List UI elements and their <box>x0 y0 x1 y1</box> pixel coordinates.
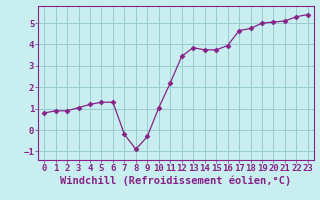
X-axis label: Windchill (Refroidissement éolien,°C): Windchill (Refroidissement éolien,°C) <box>60 176 292 186</box>
